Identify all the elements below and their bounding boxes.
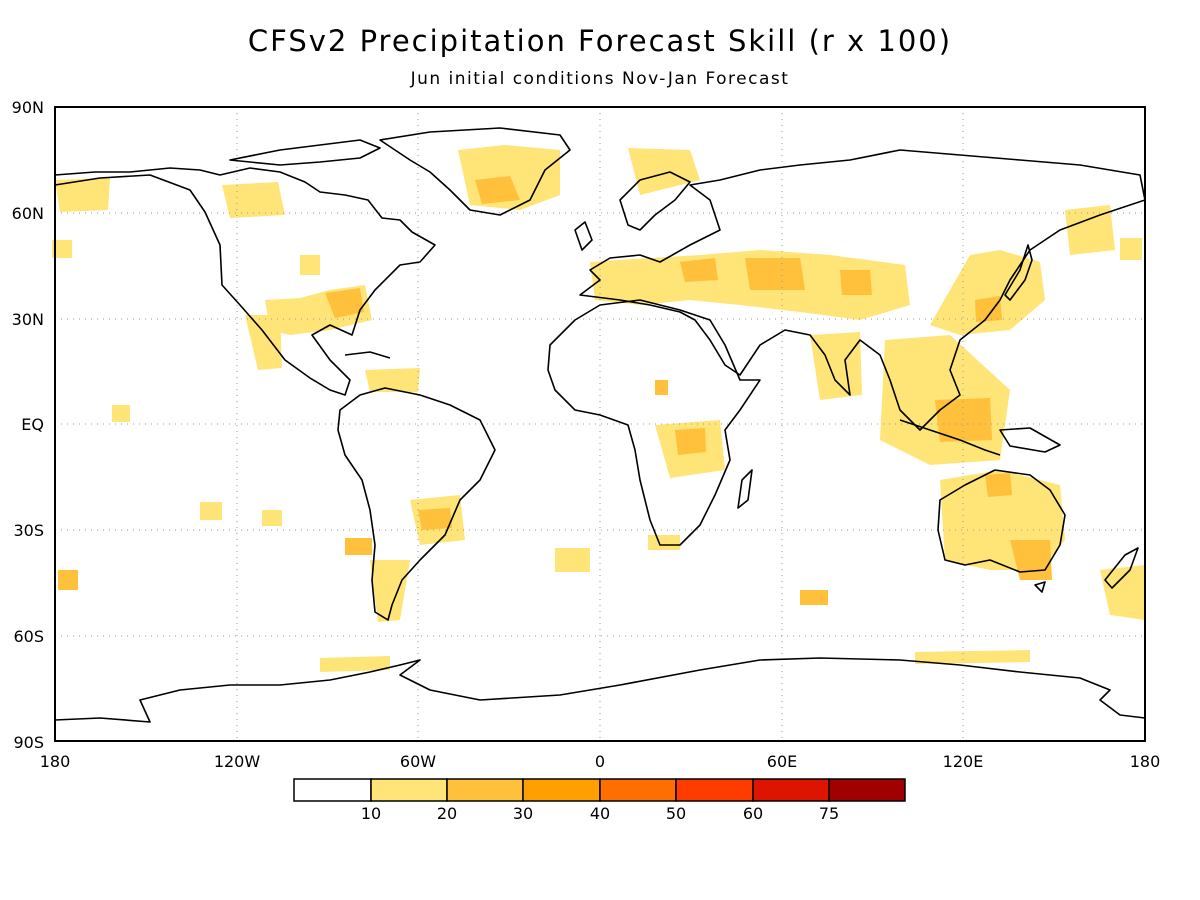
skill-area <box>320 656 390 672</box>
lat-label: 30S <box>13 521 44 540</box>
colorbar-swatch <box>599 778 677 802</box>
skill-area <box>800 590 828 605</box>
coastline-new-zealand <box>1104 547 1139 589</box>
lon-label: 0 <box>595 752 605 771</box>
skill-area <box>1010 540 1052 580</box>
coastlines <box>54 127 1146 723</box>
skill-area <box>680 258 718 282</box>
lat-label: EQ <box>21 415 44 434</box>
colorbar-swatch <box>828 778 906 802</box>
map-title: CFSv2 Precipitation Forecast Skill (r x … <box>247 24 953 58</box>
coastline-scandinavia <box>619 171 691 231</box>
skill-area <box>52 240 72 258</box>
coastline-new-guinea <box>999 427 1061 453</box>
skill-area <box>112 405 130 422</box>
coastline-greenland <box>379 127 571 216</box>
colorbar-label: 50 <box>666 804 686 823</box>
lon-label: 120E <box>943 752 984 771</box>
skill-shading <box>52 145 1145 672</box>
skill-area <box>555 548 590 572</box>
skill-area <box>915 650 1030 664</box>
skill-area <box>475 176 520 204</box>
lon-label: 180 <box>40 752 71 771</box>
colorbar-label: 10 <box>361 804 381 823</box>
coastline-africa <box>547 299 761 546</box>
coastline-indonesia <box>899 419 1001 456</box>
map-frame <box>54 106 1146 742</box>
colorbar-swatch <box>293 778 372 802</box>
skill-area <box>55 178 110 212</box>
lat-label: 60N <box>12 204 44 223</box>
skill-area <box>745 258 805 290</box>
skill-area <box>200 502 222 520</box>
coastline-north-america <box>54 167 436 396</box>
coastline-antarctica <box>54 657 1146 723</box>
lat-label: 90S <box>13 733 44 752</box>
skill-area <box>365 368 420 392</box>
colorbar-label: 30 <box>513 804 533 823</box>
coastline-eurasia <box>579 149 1146 431</box>
skill-area <box>245 315 282 370</box>
lon-label: 60E <box>767 752 797 771</box>
skill-area <box>418 508 452 530</box>
coastline-madagascar <box>737 469 753 509</box>
skill-area <box>985 473 1012 497</box>
lat-axis-labels: 90N 60N 30N EQ 30S 60S 90S <box>12 98 44 752</box>
skill-area <box>345 538 372 555</box>
colorbar-label: 60 <box>743 804 763 823</box>
lon-label: 120W <box>214 752 261 771</box>
coastline-uk <box>574 221 593 251</box>
colorbar-label: 20 <box>437 804 457 823</box>
skill-area <box>840 270 872 295</box>
colorbar: 10 20 30 40 50 60 75 <box>293 778 906 823</box>
skill-area <box>1100 565 1145 620</box>
skill-area <box>325 288 364 318</box>
lon-axis-labels: 180 120W 60W 0 60E 120E 180 <box>40 752 1161 771</box>
skill-area <box>648 535 680 550</box>
colorbar-label: 40 <box>590 804 610 823</box>
coastline-australia <box>937 469 1066 573</box>
colorbar-swatch <box>752 778 830 802</box>
colorbar-swatch <box>522 778 601 802</box>
colorbar-swatch <box>446 778 524 802</box>
coastline-tasmania <box>1034 581 1046 593</box>
lat-label: 60S <box>13 627 44 646</box>
colorbar-swatch <box>370 778 448 802</box>
skill-area <box>370 560 410 622</box>
colorbar-label: 75 <box>819 804 839 823</box>
gridlines <box>55 107 1145 741</box>
skill-area <box>300 255 320 275</box>
skill-area <box>58 570 78 590</box>
skill-area <box>655 380 668 395</box>
lon-label: 60W <box>400 752 436 771</box>
skill-area <box>222 182 285 218</box>
skill-area <box>262 510 282 526</box>
skill-area <box>1120 238 1142 260</box>
skill-area <box>628 148 700 195</box>
skill-area <box>930 250 1045 335</box>
skill-area <box>975 296 1002 322</box>
lat-label: 90N <box>12 98 44 117</box>
coastline-canadian-islands <box>229 139 381 166</box>
lat-label: 30N <box>12 310 44 329</box>
coastline-south-america <box>337 387 496 621</box>
map-subtitle: Jun initial conditions Nov-Jan Forecast <box>410 69 790 89</box>
skill-area <box>1065 205 1115 255</box>
coastline-caribbean <box>344 351 391 359</box>
lon-label: 180 <box>1130 752 1161 771</box>
colorbar-swatch <box>675 778 754 802</box>
skill-area <box>810 332 862 400</box>
skill-area <box>675 428 706 455</box>
coastline-japan <box>1004 244 1033 301</box>
